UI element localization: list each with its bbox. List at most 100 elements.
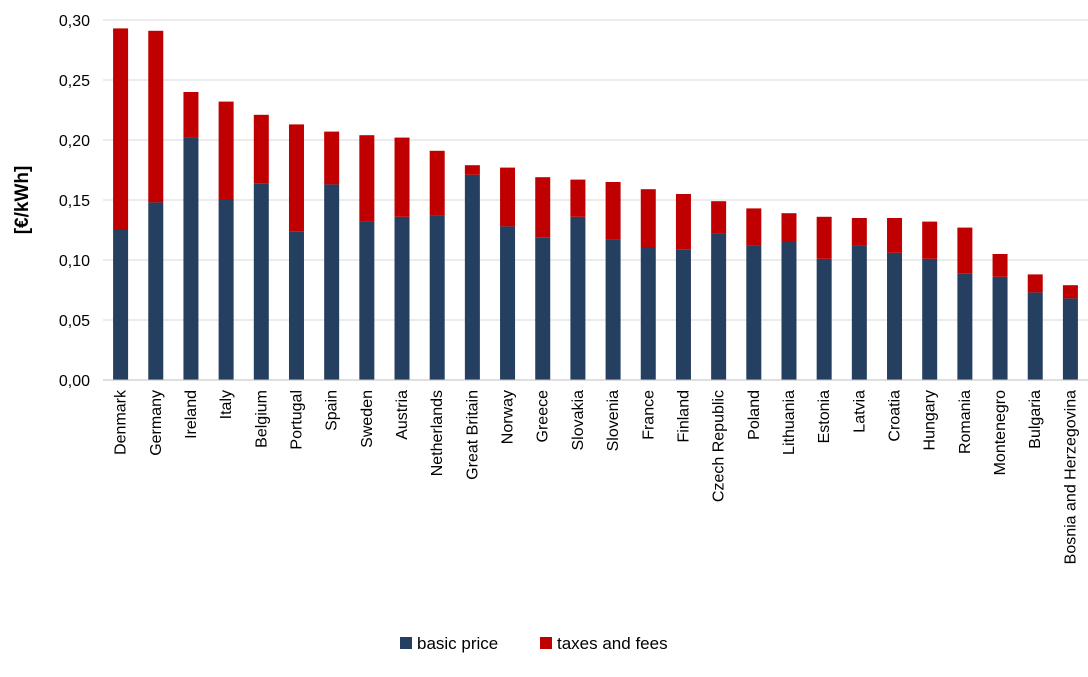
bar-basic-price-estonia [816, 258, 832, 380]
bar-taxes-and-fees-sweden [359, 135, 375, 222]
bar-taxes-and-fees-bosnia-and-herzegovina [1062, 285, 1078, 299]
bar-basic-price-portugal [288, 231, 304, 380]
x-tick-label: Belgium [253, 390, 270, 448]
y-tick-label: 0,25 [59, 73, 90, 90]
y-tick-label: 0,10 [59, 253, 90, 270]
bar-taxes-and-fees-denmark [113, 28, 129, 231]
y-tick-label: 0,15 [59, 193, 90, 210]
bar-taxes-and-fees-estonia [816, 216, 832, 259]
bar-basic-price-netherlands [429, 215, 445, 380]
x-tick-label: Germany [148, 390, 165, 456]
bar-basic-price-ireland [183, 137, 199, 380]
x-tick-label: Bosnia and Herzegovina [1062, 390, 1079, 564]
bar-taxes-and-fees-finland [675, 194, 691, 250]
x-tick-labels: Denmark Germany Ireland Italy Belgium Portuga… [113, 389, 1080, 564]
bar-taxes-and-fees-montenegro [992, 254, 1008, 277]
x-tick-label: Norway [500, 390, 517, 444]
x-tick-label: Estonia [816, 390, 833, 443]
bar-basic-price-latvia [851, 245, 867, 380]
y-tick-label: 0,30 [59, 13, 90, 30]
x-tick-label: Lithuania [781, 390, 798, 455]
bar-taxes-and-fees-italy [218, 101, 234, 200]
bar-basic-price-great-britain [464, 174, 480, 380]
bar-basic-price-finland [675, 249, 691, 380]
legend-label: taxes and fees [557, 634, 668, 653]
bar-basic-price-greece [535, 237, 551, 380]
gridlines [103, 19, 1088, 321]
bar-taxes-and-fees-spain [324, 131, 340, 185]
y-tick-label: 0,00 [59, 373, 90, 390]
x-tick-label: Finland [675, 390, 692, 442]
bar-taxes-and-fees-croatia [887, 218, 903, 253]
y-tick-label: 0,05 [59, 313, 90, 330]
bar-taxes-and-fees-norway [500, 167, 516, 227]
legend-swatch [540, 637, 552, 649]
x-tick-label: Bulgaria [1027, 390, 1044, 449]
bar-basic-price-italy [218, 200, 234, 380]
bar-basic-price-denmark [113, 230, 129, 380]
x-tick-label: Italy [218, 390, 235, 419]
bar-taxes-and-fees-portugal [288, 124, 304, 232]
x-tick-label: Hungary [922, 390, 939, 450]
x-tick-label: Latvia [851, 390, 868, 433]
x-tick-label: Czech Republic [711, 390, 728, 502]
bar-taxes-and-fees-romania [957, 227, 973, 274]
bar-taxes-and-fees-belgium [253, 114, 269, 184]
x-tick-label: Poland [746, 390, 763, 440]
bar-basic-price-poland [746, 245, 762, 380]
x-tick-label: Netherlands [429, 390, 446, 476]
bar-taxes-and-fees-ireland [183, 92, 199, 138]
bar-taxes-and-fees-slovakia [570, 179, 586, 217]
bar-basic-price-spain [324, 184, 340, 380]
bar-basic-price-lithuania [781, 242, 797, 380]
bars [113, 28, 1078, 380]
y-tick-labels: 0,00 0,05 0,10 0,15 0,20 0,25 0,30 [59, 13, 90, 390]
x-tick-label: Denmark [113, 389, 130, 455]
bar-taxes-and-fees-france [640, 189, 656, 248]
x-tick-label: Sweden [359, 390, 376, 448]
bar-taxes-and-fees-slovenia [605, 182, 621, 240]
x-tick-label: Greece [535, 390, 552, 443]
bar-basic-price-sweden [359, 221, 375, 380]
bar-taxes-and-fees-poland [746, 208, 762, 246]
bar-basic-price-belgium [253, 183, 269, 380]
x-tick-label: Slovenia [605, 390, 622, 451]
bar-basic-price-austria [394, 216, 410, 380]
bar-basic-price-croatia [887, 252, 903, 380]
bar-basic-price-germany [148, 202, 164, 380]
bar-basic-price-hungary [922, 258, 938, 380]
bar-basic-price-romania [957, 273, 973, 380]
bar-taxes-and-fees-greece [535, 177, 551, 238]
x-tick-label: Romania [957, 390, 974, 454]
bar-taxes-and-fees-netherlands [429, 150, 445, 216]
bar-basic-price-czech-republic [711, 233, 727, 380]
legend: basic price taxes and fees [400, 634, 668, 653]
x-tick-label: Slovakia [570, 390, 587, 451]
x-tick-label: Ireland [183, 390, 200, 439]
x-tick-label: Montenegro [992, 390, 1009, 475]
bar-basic-price-norway [500, 226, 516, 380]
x-tick-label: Austria [394, 390, 411, 440]
x-tick-label: Croatia [887, 390, 904, 442]
x-tick-label: France [640, 390, 657, 440]
x-tick-label: Portugal [288, 390, 305, 450]
bar-taxes-and-fees-czech-republic [711, 201, 727, 234]
bar-taxes-and-fees-germany [148, 30, 164, 203]
bar-taxes-and-fees-hungary [922, 221, 938, 259]
legend-swatch [400, 637, 412, 649]
bar-basic-price-montenegro [992, 276, 1008, 380]
y-axis-label: [€/kWh] [12, 166, 33, 235]
bar-basic-price-slovakia [570, 216, 586, 380]
bar-basic-price-bosnia-and-herzegovina [1062, 298, 1078, 380]
bar-taxes-and-fees-austria [394, 137, 410, 217]
bar-basic-price-france [640, 248, 656, 380]
bar-basic-price-slovenia [605, 239, 621, 380]
y-tick-label: 0,20 [59, 133, 90, 150]
bar-taxes-and-fees-lithuania [781, 213, 797, 242]
legend-label: basic price [417, 634, 498, 653]
x-tick-label: Spain [324, 390, 341, 431]
bar-taxes-and-fees-great-britain [464, 165, 480, 175]
bar-basic-price-bulgaria [1027, 292, 1043, 380]
